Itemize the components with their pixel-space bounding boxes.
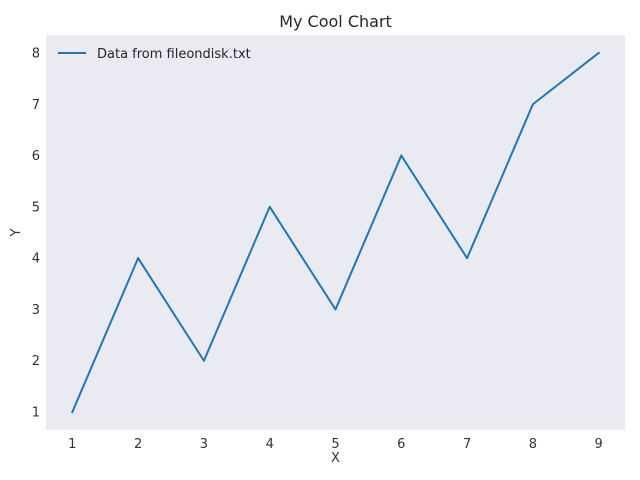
data-point	[268, 205, 271, 208]
chart-title: My Cool Chart	[279, 12, 392, 31]
legend: Data from fileondisk.txt	[58, 47, 251, 62]
data-point	[137, 257, 140, 260]
x-tick-label: 5	[331, 437, 339, 452]
y-tick-label: 6	[32, 149, 40, 164]
x-tick-label: 1	[68, 437, 76, 452]
y-tick-label: 5	[32, 200, 40, 215]
data-point	[531, 103, 534, 106]
x-tick-label: 9	[595, 437, 603, 452]
y-tick-label: 3	[32, 303, 40, 318]
data-point	[71, 411, 74, 414]
data-point	[466, 257, 469, 260]
y-tick-label: 2	[32, 354, 40, 369]
y-axis-ticks: 1 2 3 4 5 6 7 8	[32, 46, 40, 420]
data-point	[202, 359, 205, 362]
y-tick-label: 8	[32, 46, 40, 61]
y-tick-label: 4	[32, 252, 40, 267]
plot-area	[46, 35, 625, 430]
x-tick-label: 6	[397, 437, 405, 452]
data-point	[334, 308, 337, 311]
legend-label: Data from fileondisk.txt	[97, 47, 251, 62]
series-layer	[71, 51, 601, 414]
y-tick-label: 1	[32, 406, 40, 421]
x-axis-ticks: 1 2 3 4 5 6 7 8 9	[68, 437, 603, 452]
x-tick-label: 2	[134, 437, 142, 452]
y-axis-label: Y	[9, 228, 24, 237]
x-tick-label: 3	[200, 437, 208, 452]
x-tick-label: 7	[463, 437, 471, 452]
data-point	[400, 154, 403, 157]
x-tick-label: 8	[529, 437, 537, 452]
y-tick-label: 7	[32, 98, 40, 113]
x-axis-label: X	[331, 451, 340, 466]
x-tick-label: 4	[266, 437, 274, 452]
data-point	[597, 51, 600, 54]
